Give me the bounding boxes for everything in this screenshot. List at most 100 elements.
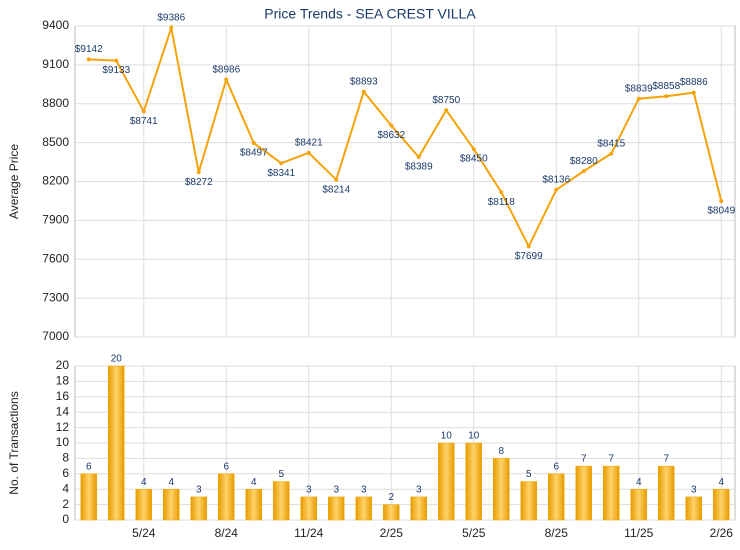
point — [609, 151, 614, 156]
x-tick-label: 2/26 — [710, 526, 734, 540]
bar — [245, 488, 262, 521]
x-tick-label: 2/25 — [380, 526, 404, 540]
value-label: 3 — [333, 485, 339, 496]
bar — [190, 496, 207, 521]
bar — [218, 473, 235, 521]
value-label: $9142 — [75, 44, 103, 55]
y-tick-label: 16 — [56, 389, 70, 403]
chart-title: Price Trends - SEA CREST VILLA — [264, 6, 476, 22]
value-label: $8741 — [130, 116, 158, 127]
bar — [135, 488, 152, 521]
point — [554, 187, 559, 192]
value-label: 10 — [441, 431, 453, 442]
bar — [520, 481, 537, 521]
bar — [273, 481, 290, 521]
point — [334, 177, 339, 182]
value-label: 6 — [553, 461, 559, 472]
point — [691, 90, 696, 95]
value-label: 3 — [691, 485, 697, 496]
point — [471, 147, 476, 152]
y-tick-label: 0 — [62, 512, 69, 526]
point — [636, 96, 641, 101]
value-label: $8136 — [542, 174, 570, 185]
bar — [410, 496, 427, 521]
value-label: $8858 — [652, 81, 680, 92]
point — [416, 155, 421, 160]
value-label: $7699 — [515, 251, 543, 262]
value-label: 4 — [168, 477, 174, 488]
y-tick-label: 8 — [62, 451, 69, 465]
bar — [493, 458, 510, 521]
bar — [465, 442, 482, 521]
y-tick-label: 14 — [56, 404, 70, 418]
bar — [630, 488, 647, 521]
value-label: 7 — [581, 454, 587, 465]
value-label: $9133 — [102, 65, 130, 76]
y-axis-label: No. of Transactions — [7, 391, 21, 494]
bar — [108, 365, 125, 521]
value-label: 6 — [86, 461, 92, 472]
point — [361, 89, 366, 94]
value-label: 5 — [278, 469, 284, 480]
value-label: 20 — [111, 354, 123, 365]
y-tick-label: 18 — [56, 374, 70, 388]
bar — [658, 465, 675, 521]
value-label: 4 — [141, 477, 147, 488]
value-label: $8415 — [597, 138, 625, 149]
value-label: 2 — [388, 492, 394, 503]
value-label: $8893 — [350, 76, 378, 87]
bar — [713, 488, 730, 521]
value-label: 3 — [306, 485, 312, 496]
y-tick-label: 12 — [56, 420, 70, 434]
y-tick-label: 9100 — [42, 57, 69, 71]
value-label: $8280 — [570, 156, 598, 167]
x-tick-label: 11/25 — [624, 526, 653, 540]
value-label: 4 — [636, 477, 642, 488]
value-label: 3 — [416, 485, 422, 496]
x-tick-label: 5/25 — [462, 526, 486, 540]
value-label: 10 — [468, 431, 480, 442]
point — [664, 94, 669, 99]
bar — [328, 496, 345, 521]
bar — [685, 496, 702, 521]
y-tick-label: 7300 — [42, 290, 69, 304]
value-label: $8450 — [460, 154, 488, 165]
x-tick-label: 8/24 — [215, 526, 239, 540]
value-label: $8421 — [295, 138, 323, 149]
value-label: $8341 — [267, 168, 295, 179]
point — [169, 25, 174, 30]
value-label: $8839 — [625, 83, 653, 94]
point — [444, 108, 449, 113]
value-label: $8049 — [707, 206, 735, 217]
value-label: $8214 — [322, 184, 350, 195]
value-label: $8118 — [488, 197, 516, 208]
point — [114, 58, 119, 63]
x-tick-label: 11/24 — [294, 526, 323, 540]
value-label: $8632 — [377, 130, 405, 141]
price-line — [88, 23, 723, 249]
y-tick-label: 6 — [62, 466, 69, 480]
point — [499, 190, 504, 195]
y-tick-label: 8500 — [42, 135, 69, 149]
y-tick-label: 7000 — [42, 329, 69, 343]
bar — [80, 473, 97, 521]
point — [224, 77, 229, 82]
point — [526, 244, 531, 249]
y-tick-label: 8800 — [42, 96, 69, 110]
value-label: $8497 — [240, 148, 268, 159]
y-tick-label: 2 — [62, 497, 69, 511]
y-tick-label: 9400 — [42, 18, 69, 32]
x-tick-label: 8/25 — [545, 526, 569, 540]
y-axis-label: Average Price — [7, 144, 21, 219]
point — [581, 169, 586, 174]
bar — [383, 504, 400, 521]
value-label: 3 — [196, 485, 202, 496]
point — [306, 150, 311, 155]
value-label: 7 — [608, 454, 614, 465]
x-tick-label: 5/24 — [132, 526, 156, 540]
value-label: $9386 — [157, 12, 185, 23]
point — [279, 161, 284, 166]
value-label: $8389 — [405, 162, 433, 173]
value-label: $8272 — [185, 177, 213, 188]
